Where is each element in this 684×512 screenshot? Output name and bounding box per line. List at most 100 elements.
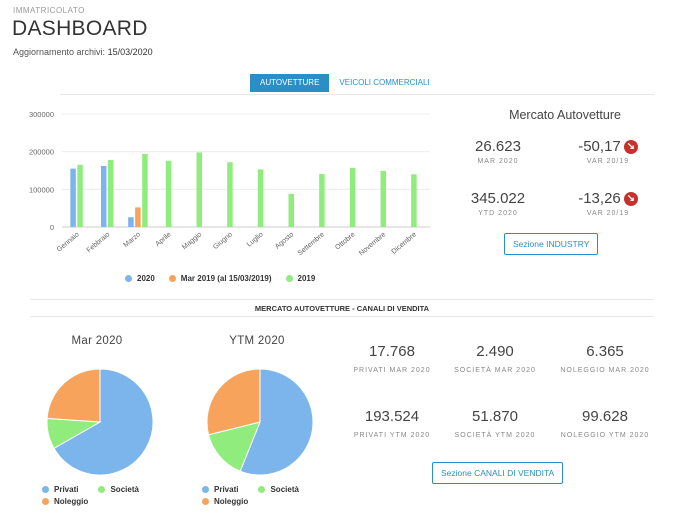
pie-slice[interactable]: [239, 368, 314, 476]
legend-dot-privati: [42, 486, 49, 493]
bar[interactable]: [165, 160, 172, 227]
channels-section-title: MERCATO AUTOVETTURE - CANALI DI VENDITA: [254, 304, 430, 313]
stat-privati-ytm: 193.524 PRIVATI YTM 2020: [337, 408, 447, 442]
y-tick-label: 100000: [29, 185, 54, 194]
metric-label: VAR 20/19: [586, 158, 630, 165]
bar[interactable]: [288, 193, 295, 227]
pie-ytm-2020-title: YTM 2020: [229, 335, 285, 347]
legend-label-2019[interactable]: 2019: [297, 274, 316, 283]
metric-ytd-2020: 345.022 YTD 2020: [448, 190, 548, 217]
pie-mar-legend: Privati Società Noleggio: [42, 485, 159, 509]
metric-var-ytd: -13,26 ↘ VAR 20/19: [558, 190, 658, 217]
bar[interactable]: [411, 174, 417, 227]
stat-value: 6.365: [586, 343, 624, 360]
bar[interactable]: [257, 169, 264, 227]
legend-dot-mar-2019: [168, 275, 176, 282]
chart-grid: [62, 113, 430, 228]
tab-autovetture[interactable]: AUTOVETTURE: [250, 74, 330, 92]
stat-privati-mar: 17.768 PRIVATI MAR 2020: [337, 343, 447, 377]
update-label: Aggiornamento archivi:: [13, 47, 106, 57]
vehicle-tabs: AUTOVETTURE VEICOLI COMMERCIALI: [250, 74, 440, 92]
x-tick-label: Febbraio: [86, 231, 112, 254]
bar[interactable]: [142, 153, 148, 227]
x-tick-label: Ottobre: [334, 231, 356, 251]
bar[interactable]: [227, 162, 233, 227]
legend-label-privati[interactable]: Privati: [54, 485, 79, 494]
metric-mar-2020: 26.623 MAR 2020: [448, 138, 548, 165]
stat-label: NOLEGGIO YTM 2020: [560, 432, 650, 439]
legend-dot-2020: [125, 275, 132, 282]
bar[interactable]: [319, 173, 325, 227]
bar[interactable]: [135, 207, 141, 227]
x-tick-label: Agosto: [274, 231, 295, 250]
stat-noleggio-ytm: 99.628 NOLEGGIO YTM 2020: [555, 408, 655, 442]
section-divider: [30, 316, 654, 317]
page-pretitle: IMMATRICOLATO: [13, 6, 85, 15]
stat-label: NOLEGGIO MAR 2020: [560, 367, 650, 374]
stat-societa-mar: 2.490 SOCIETÀ MAR 2020: [445, 343, 545, 377]
pie-slice[interactable]: [46, 368, 101, 423]
arrow-down-icon: ↘: [623, 140, 638, 154]
pie-ytm-2020: [206, 368, 314, 476]
legend-label-noleggio[interactable]: Noleggio: [214, 497, 249, 506]
y-tick-label: 0: [50, 223, 54, 232]
chart-y-axis: 0 100000 200000 300000: [29, 110, 54, 232]
bar[interactable]: [128, 217, 134, 227]
x-tick-label: Giugno: [212, 231, 234, 251]
metric-value: -50,17: [578, 138, 621, 155]
stat-value: 99.628: [582, 408, 628, 425]
tab-divider: [60, 94, 654, 95]
legend-label-mar-2019[interactable]: Mar 2019 (al 15/03/2019): [180, 274, 272, 283]
stat-value: 193.524: [364, 408, 420, 425]
y-tick-label: 200000: [29, 148, 54, 157]
update-date: 15/03/2020: [107, 47, 153, 57]
pie-ytm-legend: Privati Società Noleggio: [202, 485, 319, 509]
bar[interactable]: [349, 167, 356, 227]
stat-societa-ytm: 51.870 SOCIETÀ YTM 2020: [445, 408, 545, 442]
chart-bars: [70, 152, 417, 227]
stat-label: SOCIETÀ YTM 2020: [454, 432, 536, 439]
x-tick-label: Aprile: [154, 231, 172, 248]
channels-section-button[interactable]: Sezione CANALI DI VENDITA: [432, 462, 564, 484]
x-tick-label: Marzo: [123, 231, 142, 249]
stat-label: PRIVATI YTM 2020: [353, 432, 431, 439]
legend-dot-noleggio: [202, 498, 209, 505]
metric-value: 26.623: [475, 138, 521, 155]
chart-legend: 2020 Mar 2019 (al 15/03/2019) 2019: [125, 274, 315, 283]
pie-slice[interactable]: [53, 368, 154, 476]
metric-var-mar: -50,17 ↘ VAR 20/19: [558, 138, 658, 165]
stat-noleggio-mar: 6.365 NOLEGGIO MAR 2020: [555, 343, 655, 377]
legend-dot-noleggio: [42, 498, 49, 505]
bar[interactable]: [70, 168, 76, 227]
market-title: Mercato Autovetture: [509, 108, 621, 122]
bar[interactable]: [101, 165, 107, 227]
section-divider: [30, 299, 654, 300]
x-tick-label: Settembre: [297, 231, 326, 257]
legend-label-2020[interactable]: 2020: [137, 274, 155, 283]
monthly-registrations-chart: 0 100000 200000 300000 Gennaio Febbraio Marzo…: [29, 110, 430, 257]
legend-label-privati[interactable]: Privati: [214, 485, 239, 494]
stat-value: 17.768: [369, 343, 415, 360]
metric-label: MAR 2020: [477, 158, 519, 165]
y-tick-label: 300000: [29, 110, 54, 119]
x-tick-label: Maggio: [181, 231, 203, 251]
bar[interactable]: [196, 152, 203, 227]
industry-section-button[interactable]: Sezione INDUSTRY: [504, 233, 599, 255]
tab-veicoli-commerciali[interactable]: VEICOLI COMMERCIALI: [339, 78, 430, 87]
pie-slice[interactable]: [206, 368, 261, 436]
legend-label-noleggio[interactable]: Noleggio: [54, 497, 89, 506]
stat-label: PRIVATI MAR 2020: [353, 367, 431, 374]
bar[interactable]: [380, 170, 387, 227]
metric-value: -13,26: [578, 190, 621, 207]
bar[interactable]: [108, 159, 114, 227]
bar[interactable]: [77, 164, 83, 227]
pie-slice[interactable]: [207, 421, 261, 472]
update-info: Aggiornamento archivi: 15/03/2020: [13, 47, 153, 57]
legend-dot-2019: [285, 275, 293, 282]
legend-label-societa[interactable]: Società: [270, 485, 299, 494]
stat-value: 51.870: [472, 408, 518, 425]
legend-label-societa[interactable]: Società: [110, 485, 139, 494]
legend-dot-societa: [98, 486, 106, 493]
pie-mar-2020-title: Mar 2020: [71, 335, 123, 347]
metric-label: YTD 2020: [478, 210, 518, 217]
